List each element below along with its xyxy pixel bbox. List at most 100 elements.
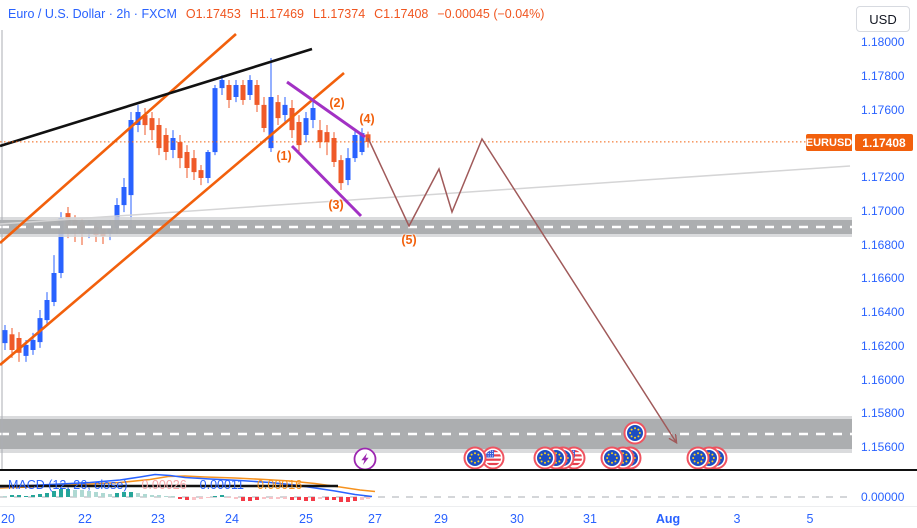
channel-lower-line[interactable] (0, 72, 345, 366)
macd-hist-bar (129, 492, 133, 497)
candle-down (177, 142, 183, 159)
macd-signal-value: 0.00016 (256, 478, 303, 492)
macd-hist-bar (346, 497, 350, 502)
candle-up (128, 120, 134, 196)
macd-title: MACD (12, 26, close) (8, 478, 128, 492)
price-tick: 1.16200 (861, 339, 905, 353)
time-tick: 25 (299, 512, 313, 526)
macd-hist-bar (66, 489, 70, 497)
macd-hist-bar (353, 497, 357, 501)
currency-button[interactable]: USD (856, 6, 910, 32)
macd-hist-bar (213, 496, 217, 497)
price-line-symbol-badge: EURUSD (806, 134, 852, 151)
macd-hist-bar (255, 497, 259, 500)
time-tick: 22 (78, 512, 92, 526)
macd-hist-bar (199, 497, 203, 499)
lightning-icon[interactable] (353, 447, 377, 470)
price-tick: 1.17200 (861, 170, 905, 184)
chart-canvas[interactable] (0, 0, 852, 470)
macd-hist-bar (17, 495, 21, 497)
black-trendline[interactable] (0, 47, 313, 148)
macd-hist-bar (31, 495, 35, 497)
time-tick: 31 (583, 512, 597, 526)
eu-flag-icon[interactable] (623, 421, 647, 445)
candle-up (345, 158, 351, 180)
candle-up (2, 330, 8, 344)
macd-hist-bar (366, 497, 370, 499)
macd-hist-bar (3, 496, 7, 497)
eu-flag-icon[interactable] (600, 446, 624, 470)
candle-up (30, 340, 36, 350)
wave-label-2[interactable]: (2) (329, 96, 345, 110)
candle-down (338, 160, 344, 184)
candle-down (149, 118, 155, 131)
candle-down (16, 338, 22, 353)
candle-down (275, 102, 281, 119)
channel-upper-line[interactable] (0, 33, 237, 244)
macd-hist-bar (59, 489, 63, 497)
price-line-value-badge: 1.17408 (855, 134, 913, 151)
supply-demand-zones[interactable] (0, 217, 852, 453)
symbol-title[interactable]: Euro / U.S. Dollar · 2h · FXCM (8, 7, 177, 21)
macd-hist-bar (220, 495, 224, 497)
macd-hist-bar (24, 496, 28, 497)
eu-flag-icon[interactable] (533, 446, 557, 470)
time-tick: 30 (510, 512, 524, 526)
exchange-label: FXCM (141, 7, 177, 21)
macd-hist-bar (45, 493, 49, 497)
macd-hist-bar (318, 497, 322, 499)
eu-flag-icon[interactable] (463, 446, 487, 470)
candle-down (163, 135, 169, 152)
macd-hist-bar (269, 497, 273, 499)
interval-label: 2h (116, 7, 131, 21)
forecast-projection-path[interactable] (367, 137, 676, 442)
price-tick: 1.16600 (861, 271, 905, 285)
time-tick: 20 (1, 512, 15, 526)
macd-hist-bar (143, 494, 147, 497)
candle-down (324, 132, 330, 143)
price-tick: 1.16800 (861, 238, 905, 252)
wave-label-4[interactable]: (4) (359, 112, 375, 126)
macd-hist-bar (304, 497, 308, 501)
macd-hist-bar (325, 497, 329, 500)
macd-hist-bar (38, 494, 42, 497)
macd-hist-bar (136, 493, 140, 497)
candle-up (352, 135, 358, 159)
macd-hist-bar (150, 495, 154, 497)
macd-indicator-label[interactable]: MACD (12, 26, close) 0.00026 0.00011 0.0001… (8, 478, 302, 492)
macd-hist-bar (164, 496, 168, 497)
candle-up (310, 108, 316, 120)
candle-up (282, 104, 288, 115)
wave-label-5[interactable]: (5) (401, 233, 417, 247)
candle-down (226, 85, 232, 100)
us-flag-icon[interactable] (481, 446, 505, 470)
time-tick: 24 (225, 512, 239, 526)
purple-trendline-upper[interactable] (286, 80, 366, 139)
purple-trendline-lower[interactable] (290, 144, 363, 218)
macd-pane[interactable] (0, 471, 917, 505)
candle-down (296, 122, 302, 146)
time-tick: 3 (733, 512, 741, 526)
macd-hist-bar (10, 495, 14, 497)
price-axis[interactable]: 1.18000 1.17800 1.17600 1.17200 1.17000 1.168… (852, 0, 917, 505)
macd-hist-bar (157, 495, 161, 497)
macd-hist-bar (297, 497, 301, 500)
pane-divider[interactable] (0, 469, 917, 471)
event-markers[interactable] (353, 421, 728, 470)
price-tick: 1.16400 (861, 305, 905, 319)
macd-hist-bar (206, 497, 210, 498)
wave-label-1[interactable]: (1) (276, 149, 292, 163)
macd-hist-bar (101, 493, 105, 497)
wave-label-3[interactable]: (3) (328, 198, 344, 212)
candle-up (135, 112, 141, 125)
eu-flag-icon[interactable] (686, 446, 710, 470)
candle-down (240, 85, 246, 100)
candle-down (254, 85, 260, 105)
macd-main-line (0, 473, 373, 498)
time-axis[interactable]: 20 22 23 24 25 27 29 30 31 Aug 3 5 (0, 506, 917, 528)
macd-zero-tick: 0.00000 (861, 490, 905, 504)
time-tick: 29 (434, 512, 448, 526)
macd-hist-bar (227, 497, 231, 498)
macd-hist-bar (332, 497, 336, 500)
price-tick: 1.17600 (861, 103, 905, 117)
